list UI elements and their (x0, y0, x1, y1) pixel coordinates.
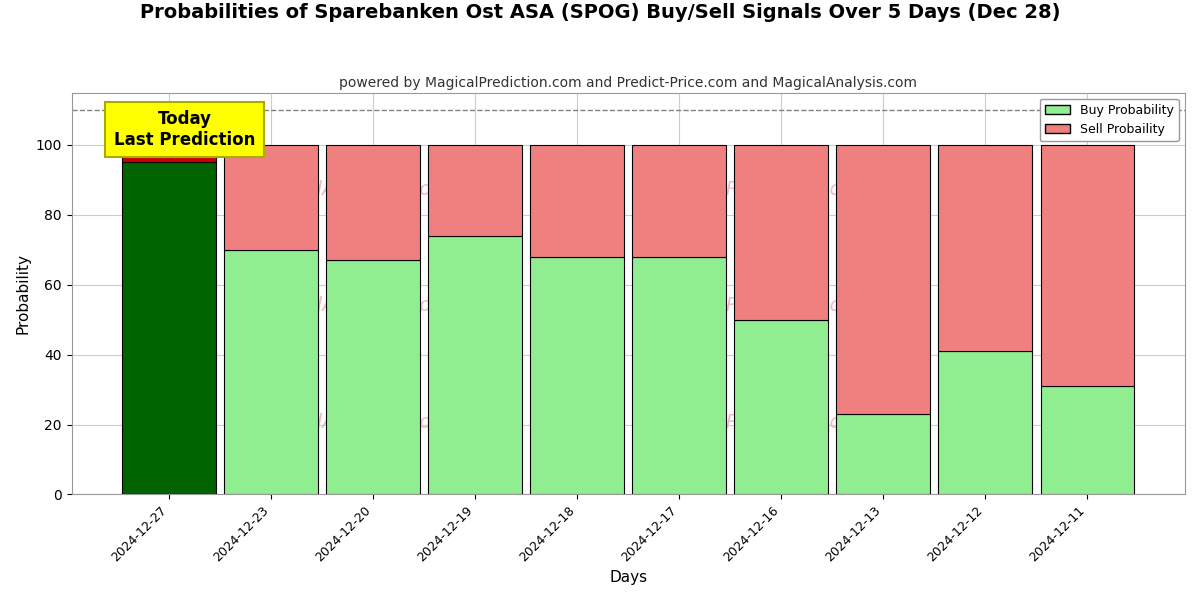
Text: calAnalysis.com: calAnalysis.com (294, 413, 450, 431)
Bar (224, 145, 318, 250)
Y-axis label: Probability: Probability (16, 253, 30, 334)
Text: Today
Last Prediction: Today Last Prediction (114, 110, 256, 149)
Bar (530, 145, 624, 257)
Text: MagicalPrediction.com: MagicalPrediction.com (652, 296, 872, 315)
Text: MagicalPrediction.com: MagicalPrediction.com (652, 413, 872, 431)
Bar (1040, 145, 1134, 386)
Bar (836, 414, 930, 494)
Bar (122, 163, 216, 494)
Bar (530, 257, 624, 494)
Bar (326, 260, 420, 494)
Text: calAnalysis.com: calAnalysis.com (294, 179, 450, 199)
Bar (428, 145, 522, 236)
X-axis label: Days: Days (610, 570, 647, 585)
Bar (938, 145, 1032, 351)
Text: MagicalPrediction.com: MagicalPrediction.com (652, 179, 872, 199)
Legend: Buy Probability, Sell Probaility: Buy Probability, Sell Probaility (1040, 99, 1178, 141)
Bar (836, 145, 930, 414)
Bar (224, 250, 318, 494)
Bar (632, 145, 726, 257)
Bar (326, 145, 420, 260)
Bar (122, 145, 216, 163)
Bar (1040, 386, 1134, 494)
Bar (734, 145, 828, 320)
Bar (428, 236, 522, 494)
Bar (632, 257, 726, 494)
Text: Probabilities of Sparebanken Ost ASA (SPOG) Buy/Sell Signals Over 5 Days (Dec 28: Probabilities of Sparebanken Ost ASA (SP… (139, 3, 1061, 22)
Text: calAnalysis.com: calAnalysis.com (294, 296, 450, 315)
Bar (734, 320, 828, 494)
Title: powered by MagicalPrediction.com and Predict-Price.com and MagicalAnalysis.com: powered by MagicalPrediction.com and Pre… (340, 76, 917, 90)
Bar (938, 351, 1032, 494)
